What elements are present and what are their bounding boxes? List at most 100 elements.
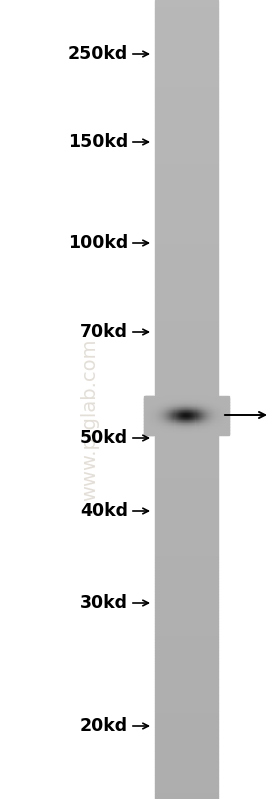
Bar bbox=[204, 401, 206, 403]
Bar bbox=[144, 402, 146, 403]
Bar bbox=[218, 419, 219, 421]
Bar bbox=[157, 407, 158, 408]
Bar bbox=[211, 417, 213, 419]
Bar bbox=[208, 415, 210, 416]
Bar bbox=[155, 430, 156, 431]
Bar bbox=[149, 409, 151, 410]
Bar bbox=[212, 421, 214, 423]
Bar bbox=[189, 400, 191, 401]
Bar bbox=[165, 402, 167, 403]
Bar bbox=[223, 417, 224, 419]
Bar bbox=[180, 413, 181, 415]
Bar bbox=[201, 405, 202, 407]
Bar bbox=[202, 417, 203, 419]
Bar bbox=[204, 428, 206, 429]
Bar bbox=[146, 409, 148, 410]
Bar bbox=[148, 428, 150, 429]
Bar bbox=[200, 413, 201, 415]
Bar bbox=[158, 425, 159, 426]
Bar bbox=[188, 407, 190, 408]
Bar bbox=[181, 419, 182, 421]
Bar bbox=[155, 392, 218, 394]
Bar bbox=[204, 424, 206, 425]
Bar bbox=[150, 419, 152, 421]
Bar bbox=[147, 403, 149, 404]
Bar bbox=[151, 424, 153, 425]
Bar bbox=[214, 403, 216, 405]
Bar bbox=[145, 429, 147, 431]
Bar bbox=[215, 400, 217, 401]
Bar bbox=[177, 430, 178, 431]
Bar bbox=[218, 433, 219, 435]
Bar bbox=[221, 399, 222, 400]
Bar bbox=[220, 417, 221, 419]
Bar bbox=[218, 425, 219, 426]
Bar bbox=[215, 402, 217, 403]
Bar bbox=[168, 431, 170, 433]
Bar bbox=[195, 422, 197, 423]
Bar bbox=[185, 420, 186, 422]
Bar bbox=[194, 426, 196, 427]
Bar bbox=[146, 398, 148, 400]
Bar bbox=[152, 398, 154, 400]
Bar bbox=[161, 400, 162, 401]
Bar bbox=[223, 401, 224, 403]
Bar bbox=[227, 430, 228, 431]
Bar bbox=[178, 400, 179, 402]
Bar bbox=[184, 415, 185, 417]
Bar bbox=[155, 82, 218, 85]
Bar bbox=[145, 426, 147, 427]
Bar bbox=[205, 398, 206, 399]
Bar bbox=[218, 429, 219, 431]
Bar bbox=[204, 404, 206, 406]
Bar bbox=[215, 432, 217, 434]
Bar bbox=[213, 425, 215, 426]
Bar bbox=[172, 431, 174, 433]
Bar bbox=[183, 404, 185, 406]
Bar bbox=[225, 410, 227, 411]
Bar bbox=[158, 407, 159, 408]
Bar bbox=[146, 430, 148, 431]
Bar bbox=[180, 425, 181, 426]
Bar bbox=[182, 399, 183, 400]
Bar bbox=[198, 430, 199, 431]
Bar bbox=[203, 406, 204, 407]
Bar bbox=[198, 427, 199, 428]
Bar bbox=[174, 411, 176, 412]
Bar bbox=[184, 405, 185, 407]
Bar bbox=[195, 415, 197, 416]
Bar bbox=[181, 423, 182, 424]
Bar bbox=[173, 418, 175, 419]
Bar bbox=[148, 399, 150, 400]
Bar bbox=[213, 404, 215, 406]
Bar bbox=[158, 414, 159, 415]
Bar bbox=[149, 397, 151, 398]
Bar bbox=[194, 400, 196, 401]
Bar bbox=[207, 423, 209, 424]
Bar bbox=[151, 419, 153, 421]
Bar bbox=[197, 430, 198, 431]
Bar bbox=[210, 419, 212, 420]
Bar bbox=[194, 407, 196, 408]
Bar bbox=[159, 415, 160, 416]
Bar bbox=[155, 661, 218, 663]
Bar bbox=[214, 432, 216, 434]
Bar bbox=[188, 398, 190, 400]
Bar bbox=[191, 409, 193, 410]
Bar bbox=[185, 404, 186, 406]
Bar bbox=[182, 410, 183, 411]
Bar bbox=[158, 410, 159, 411]
Bar bbox=[210, 412, 212, 413]
Bar bbox=[177, 398, 178, 399]
Bar bbox=[200, 422, 201, 423]
Bar bbox=[218, 409, 219, 410]
Bar bbox=[157, 396, 158, 397]
Bar bbox=[199, 431, 200, 433]
Bar bbox=[205, 415, 206, 416]
Bar bbox=[189, 415, 191, 416]
Bar bbox=[155, 434, 218, 437]
Bar bbox=[218, 424, 219, 425]
Bar bbox=[209, 427, 211, 428]
Bar bbox=[153, 406, 155, 407]
Bar bbox=[155, 642, 218, 645]
